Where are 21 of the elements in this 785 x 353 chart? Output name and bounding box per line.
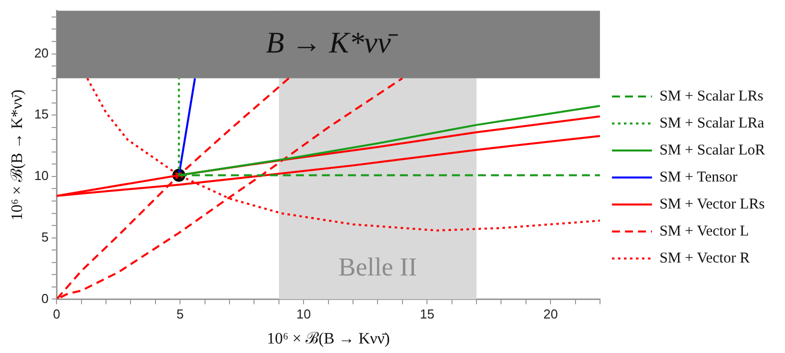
y-axis-title: 10⁶ × ℬ(B → K*νν̄) [8, 90, 26, 220]
legend-label: SM + Scalar LRs [659, 88, 764, 104]
x-tick-label: 10 [296, 306, 311, 322]
legend-label: SM + Scalar LoR [659, 142, 766, 158]
y-tick-label: 5 [41, 229, 49, 244]
legend-label: SM + Vector LRs [659, 196, 765, 212]
x-tick-label: 15 [420, 306, 434, 322]
band-label: Belle II [338, 252, 418, 282]
y-tick-label: 20 [34, 45, 49, 60]
band-label: B → K*νν̄ [266, 26, 399, 60]
x-tick-label: 0 [53, 306, 60, 322]
y-tick-label: 15 [34, 106, 49, 122]
legend-label: SM + Vector R [659, 250, 750, 266]
y-tick-label: 0 [41, 290, 49, 306]
legend-label: SM + Scalar LRa [659, 115, 764, 132]
legend-label: SM + Tensor [659, 169, 738, 186]
x-tick-label: 5 [176, 306, 184, 322]
x-tick-label: 20 [543, 306, 558, 322]
legend-label: SM + Vector L [659, 223, 749, 240]
y-tick-label: 10 [34, 168, 49, 184]
x-axis-title: 10⁶ × ℬ(B → Kνν̄) [266, 330, 390, 348]
